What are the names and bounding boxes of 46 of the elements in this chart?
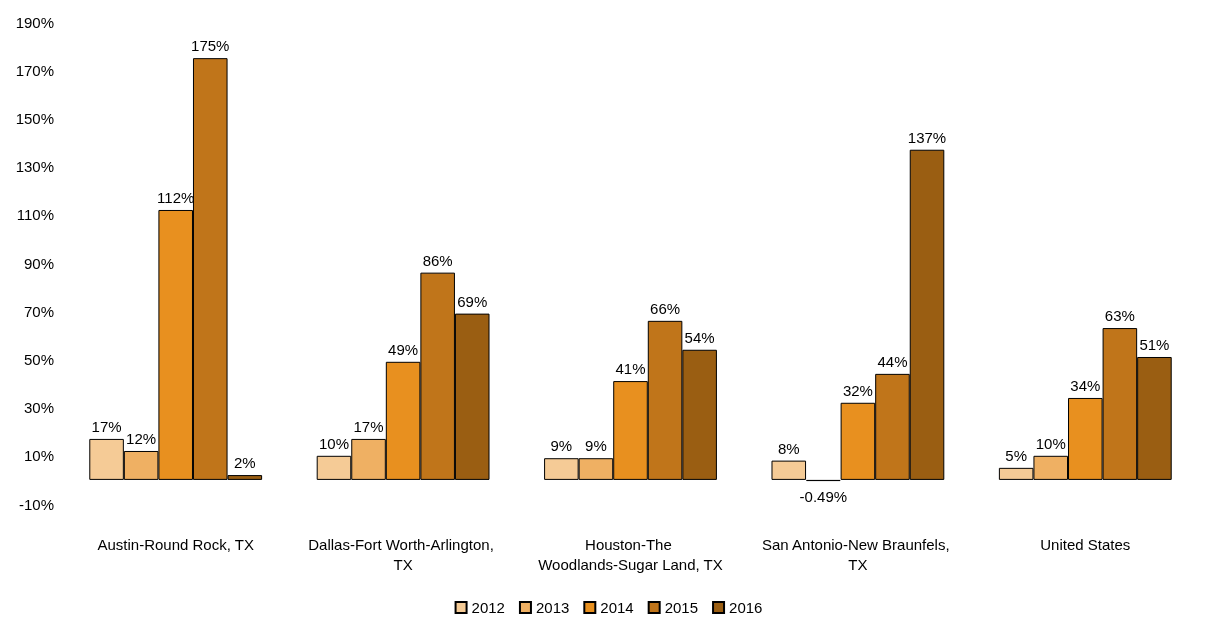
data-label: 10% bbox=[1035, 434, 1066, 452]
y-tick-label: 150% bbox=[15, 109, 54, 127]
data-label: 86% bbox=[422, 251, 453, 269]
legend-label: 2012 bbox=[471, 599, 505, 616]
data-label: 2% bbox=[233, 454, 256, 472]
y-tick-label: 10% bbox=[23, 447, 54, 465]
legend-label: 2013 bbox=[535, 599, 570, 616]
legend-label: 2016 bbox=[729, 599, 763, 616]
legend-label: 2015 bbox=[664, 599, 699, 616]
x-tick-label: Dallas-Fort Worth-Arlington, TX bbox=[308, 535, 498, 573]
y-tick-label: 170% bbox=[15, 61, 54, 79]
data-label: 175% bbox=[191, 37, 230, 55]
y-tick-label: -10% bbox=[18, 495, 54, 513]
y-tick-label: 30% bbox=[23, 399, 54, 417]
y-tick-label: 190% bbox=[15, 13, 54, 31]
y-tick-label: 90% bbox=[23, 254, 54, 272]
data-label: 34% bbox=[1070, 376, 1101, 394]
data-label: 66% bbox=[650, 299, 681, 317]
legend-label: 2014 bbox=[600, 599, 634, 616]
data-label: 17% bbox=[91, 417, 122, 435]
x-tick-label: Austin-Round Rock, TX bbox=[97, 535, 254, 553]
y-tick-label: 110% bbox=[16, 206, 54, 224]
data-label: 49% bbox=[388, 340, 419, 358]
data-label: 9% bbox=[550, 437, 573, 455]
data-label: 8% bbox=[777, 439, 800, 457]
data-label: 63% bbox=[1104, 307, 1135, 325]
x-tick-label: San Antonio-New Braunfels, TX bbox=[762, 535, 954, 573]
data-label: 9% bbox=[585, 437, 607, 455]
data-label: 10% bbox=[318, 434, 349, 452]
data-label: 17% bbox=[353, 417, 384, 435]
y-tick-label: 70% bbox=[23, 302, 54, 320]
data-label: -0.49% bbox=[799, 488, 848, 506]
data-label: 41% bbox=[615, 360, 646, 378]
data-label: 12% bbox=[126, 429, 157, 447]
y-tick-label: 130% bbox=[15, 158, 54, 176]
data-label: 137% bbox=[907, 128, 947, 146]
data-label: 51% bbox=[1139, 335, 1170, 353]
data-label: 54% bbox=[684, 328, 715, 346]
x-tick-label: United States bbox=[1040, 535, 1131, 553]
data-label: 5% bbox=[1005, 446, 1028, 464]
x-tick-label: Houston-The Woodlands-Sugar Land, TX bbox=[538, 535, 723, 573]
data-label: 32% bbox=[842, 381, 873, 399]
y-tick-label: 50% bbox=[23, 350, 54, 368]
data-label: 69% bbox=[457, 292, 488, 310]
bar bbox=[771, 460, 807, 480]
data-label: 44% bbox=[877, 352, 908, 370]
